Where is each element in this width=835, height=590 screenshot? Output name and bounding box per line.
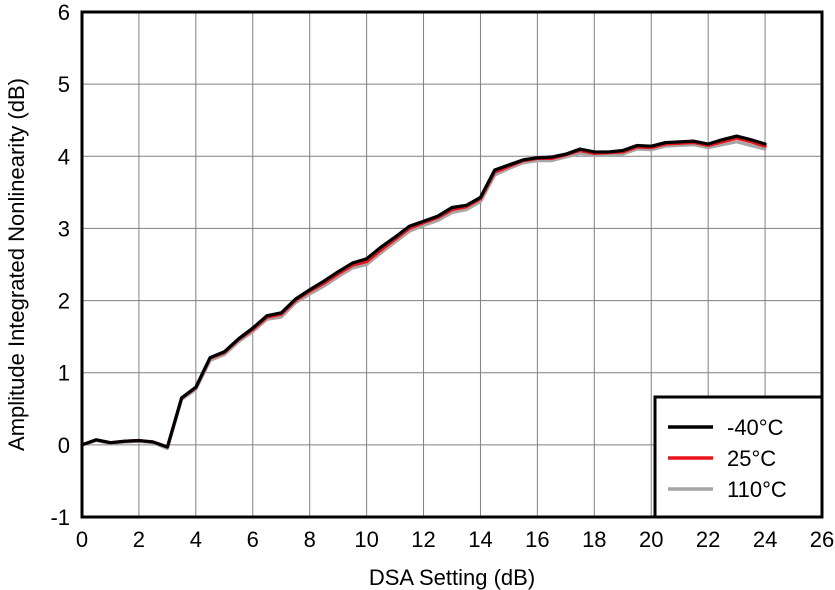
legend-label: 110°C [727, 477, 787, 502]
x-tick-label: 12 [411, 527, 435, 552]
plot-frame [80, 10, 824, 519]
x-tick-label: 20 [639, 527, 663, 552]
x-tick-label: 2 [133, 527, 145, 552]
y-axis-title: Amplitude Integrated Nonlinearity (dB) [4, 78, 29, 451]
x-tick-label: 26 [810, 527, 834, 552]
legend: -40°C 25°C 110°C [653, 395, 824, 519]
x-tick-label: 16 [525, 527, 549, 552]
x-tick-labels: 0 2 4 6 8 10 12 14 16 18 20 22 24 26 [76, 527, 834, 552]
x-tick-label: 6 [247, 527, 259, 552]
legend-label: 25°C [727, 446, 776, 471]
y-tick-label: -1 [50, 505, 70, 530]
x-tick-label: 24 [753, 527, 777, 552]
y-tick-label: 1 [58, 361, 70, 386]
y-tick-label: 3 [58, 216, 70, 241]
series-line-0 [80, 134, 767, 449]
x-tick-label: 22 [696, 527, 720, 552]
series-layer [80, 134, 767, 451]
x-tick-label: 0 [76, 527, 88, 552]
x-tick-label: 4 [190, 527, 202, 552]
x-tick-label: 14 [468, 527, 492, 552]
x-axis-title: DSA Setting (dB) [369, 565, 535, 590]
y-tick-label: 6 [58, 0, 70, 25]
x-tick-label: 10 [354, 527, 378, 552]
x-tick-label: 18 [582, 527, 606, 552]
y-tick-labels: -1 0 1 2 3 4 5 6 [50, 0, 70, 530]
y-tick-label: 0 [58, 433, 70, 458]
y-tick-label: 2 [58, 289, 70, 314]
y-tick-label: 5 [58, 72, 70, 97]
x-tick-label: 8 [304, 527, 316, 552]
y-tick-label: 4 [58, 144, 70, 169]
legend-label: -40°C [727, 415, 784, 440]
